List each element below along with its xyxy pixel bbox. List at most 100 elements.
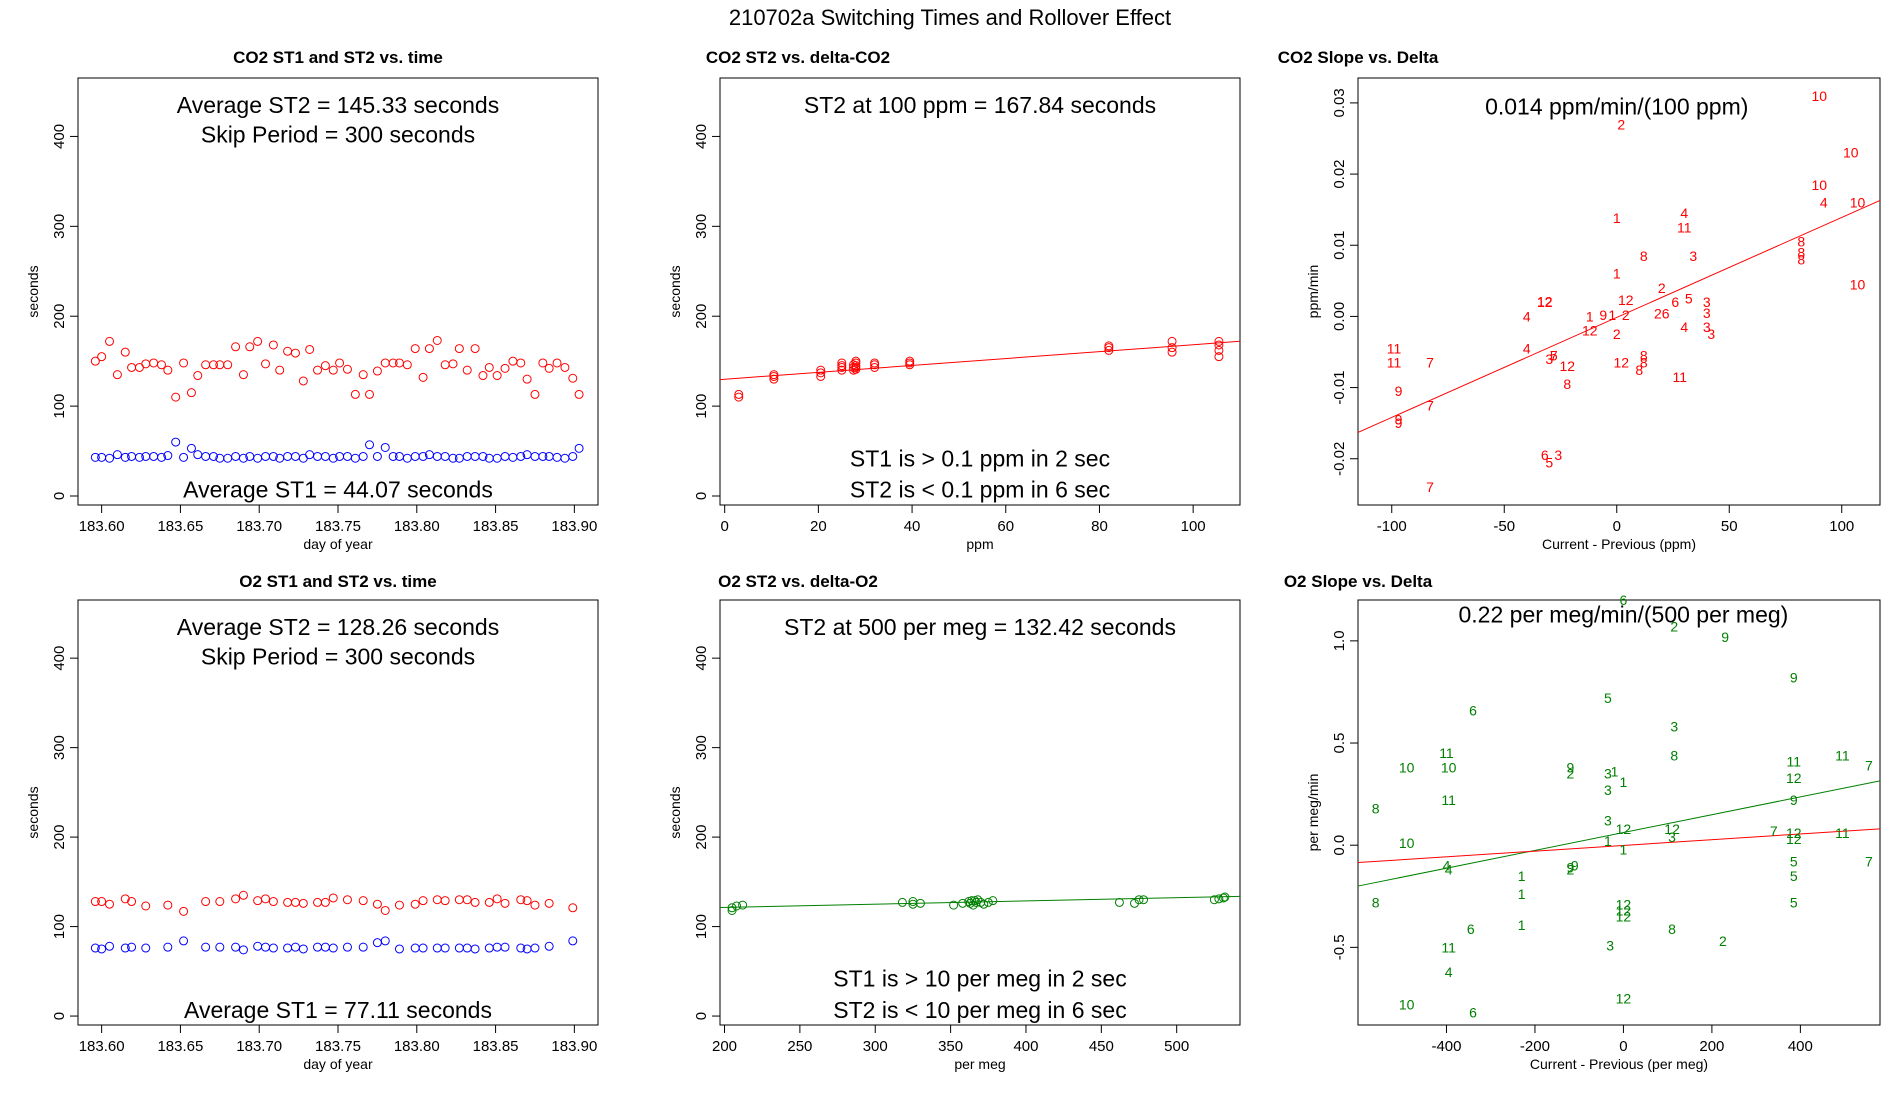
data-point <box>320 942 330 952</box>
point-label: 6 <box>1467 921 1475 937</box>
data-point <box>149 451 159 461</box>
y-tick-label: 0.02 <box>1331 159 1348 188</box>
point-label: 5 <box>1545 454 1553 470</box>
data-point <box>410 451 420 461</box>
x-tick-label: 40 <box>904 518 921 535</box>
x-tick-label: 250 <box>787 1038 812 1055</box>
data-point <box>516 895 526 905</box>
data-point <box>568 451 578 461</box>
data-point <box>870 362 880 372</box>
data-point <box>440 943 450 953</box>
y-tick-label: 200 <box>693 304 710 329</box>
point-label: 2 <box>1613 326 1621 342</box>
data-point <box>342 895 352 905</box>
point-label: 12 <box>1537 294 1553 310</box>
annotation-text: Average ST1 = 44.07 seconds <box>183 477 493 503</box>
annotation-text: Average ST2 = 145.33 seconds <box>177 92 499 118</box>
data-point <box>410 943 420 953</box>
point-label: 3 <box>1689 248 1697 264</box>
y-axis-label: seconds <box>667 265 683 317</box>
data-point <box>544 941 554 951</box>
data-point <box>105 941 115 951</box>
data-point <box>201 897 211 907</box>
x-axis-label: ppm <box>966 536 993 552</box>
data-point <box>522 896 532 906</box>
x-tick-label: 183.75 <box>315 518 361 535</box>
point-label: 5 <box>1604 690 1612 706</box>
data-point <box>905 356 915 366</box>
data-point <box>231 894 241 904</box>
data-point <box>253 336 263 346</box>
data-point <box>283 943 293 953</box>
point-label: 9 <box>1571 858 1579 874</box>
annotation-text: Skip Period = 300 seconds <box>201 643 475 669</box>
data-point <box>1220 892 1230 902</box>
plot-frame <box>1357 599 1881 1026</box>
x-tick-label: 183.80 <box>394 518 440 535</box>
point-label: 5 <box>1685 291 1693 307</box>
data-point <box>1214 894 1224 904</box>
data-point <box>215 942 225 952</box>
data-point <box>163 942 173 952</box>
data-point <box>454 943 464 953</box>
data-point <box>1139 895 1149 905</box>
point-label: 7 <box>1426 355 1434 371</box>
point-label: 2 <box>1566 862 1574 878</box>
point-label: 12 <box>1559 358 1575 374</box>
data-point <box>530 451 540 461</box>
data-point <box>837 365 847 375</box>
data-point <box>171 437 181 447</box>
data-point <box>380 442 390 452</box>
x-tick-label: -50 <box>1493 518 1515 535</box>
plot-frame <box>1357 77 1881 506</box>
data-point <box>516 358 526 368</box>
y-tick-label: 100 <box>693 914 710 939</box>
point-label: 7 <box>1865 758 1873 774</box>
data-point <box>410 344 420 354</box>
data-point <box>552 452 562 462</box>
data-point <box>112 370 122 380</box>
data-point <box>238 945 248 955</box>
data-point <box>350 453 360 463</box>
x-tick-label: 200 <box>712 1038 737 1055</box>
data-point <box>328 453 338 463</box>
data-point <box>574 443 584 453</box>
x-tick-label: 183.90 <box>551 1038 597 1055</box>
data-point <box>560 453 570 463</box>
data-point <box>1214 340 1224 350</box>
data-point <box>508 356 518 366</box>
x-tick-label: 450 <box>1089 1038 1114 1055</box>
point-label: 5 <box>1790 854 1798 870</box>
data-point <box>90 897 100 907</box>
y-tick-label: 300 <box>693 735 710 760</box>
point-label: 26 <box>1654 306 1670 322</box>
data-point <box>440 360 450 370</box>
point-label: 10 <box>1843 145 1859 161</box>
data-point <box>915 898 925 908</box>
data-point <box>432 895 442 905</box>
data-point <box>418 372 428 382</box>
point-label: 8 <box>1635 362 1643 378</box>
data-point <box>201 451 211 461</box>
data-point <box>470 344 480 354</box>
point-label: 9 <box>1599 307 1607 323</box>
x-axis-label: per meg <box>954 1056 1005 1072</box>
data-point <box>410 899 420 909</box>
data-point <box>163 900 173 910</box>
data-point <box>298 376 308 386</box>
y-tick-label: 0.00 <box>1331 302 1348 331</box>
data-point <box>849 362 859 372</box>
x-axis-label: day of year <box>303 1056 373 1072</box>
data-point <box>201 360 211 370</box>
data-point <box>448 359 458 369</box>
data-point <box>949 900 959 910</box>
point-label: 5 <box>1790 868 1798 884</box>
data-point <box>973 895 983 905</box>
data-point <box>500 451 510 461</box>
data-point <box>837 358 847 368</box>
point-label: 1 <box>1620 841 1628 857</box>
x-tick-label: 183.65 <box>157 1038 203 1055</box>
point-label: 10 <box>1850 195 1866 211</box>
chart-o2_slope: -400 -200 0 200 400 -0.5 0.0 0.5 1.0 Current - Pr… <box>1305 592 1881 1072</box>
data-point <box>568 936 578 946</box>
